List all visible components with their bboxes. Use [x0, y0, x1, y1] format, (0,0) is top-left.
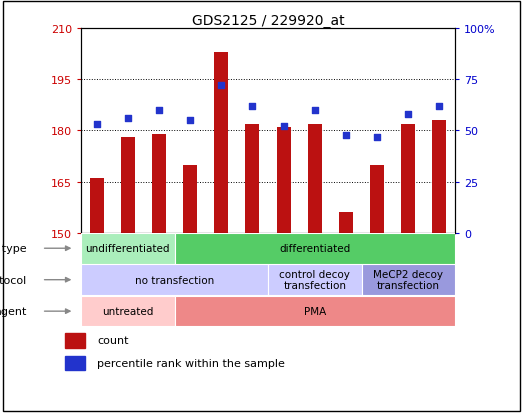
Point — [311, 107, 319, 114]
Point — [373, 134, 381, 140]
Bar — [214, 53, 229, 233]
Point — [217, 83, 225, 90]
Bar — [183, 165, 197, 233]
Bar — [175, 296, 455, 327]
Text: cell type: cell type — [0, 244, 27, 254]
Text: agent: agent — [0, 306, 27, 316]
Point — [123, 116, 132, 122]
Point — [93, 122, 101, 128]
Bar — [65, 356, 85, 370]
Bar — [121, 138, 135, 233]
Bar — [401, 124, 415, 233]
Bar — [277, 128, 291, 233]
Text: protocol: protocol — [0, 275, 27, 285]
Point — [248, 103, 257, 110]
Bar — [339, 213, 353, 233]
Text: control decoy
transfection: control decoy transfection — [279, 269, 350, 291]
Text: differentiated: differentiated — [279, 244, 350, 254]
Bar — [268, 265, 361, 295]
Bar — [245, 124, 259, 233]
Point — [186, 118, 195, 124]
Text: untreated: untreated — [102, 306, 153, 316]
Bar — [81, 296, 175, 327]
Text: no transfection: no transfection — [135, 275, 214, 285]
Bar — [433, 121, 447, 233]
Text: percentile rank within the sample: percentile rank within the sample — [97, 358, 285, 368]
Bar — [308, 124, 322, 233]
Point — [155, 107, 163, 114]
Bar — [370, 165, 384, 233]
Text: count: count — [97, 336, 129, 346]
Bar — [89, 179, 104, 233]
Bar — [81, 265, 268, 295]
Bar — [361, 265, 455, 295]
Bar — [175, 233, 455, 264]
Title: GDS2125 / 229920_at: GDS2125 / 229920_at — [192, 14, 344, 28]
Bar — [65, 333, 85, 348]
Point — [404, 112, 413, 118]
Bar — [81, 233, 175, 264]
Point — [342, 132, 350, 138]
Text: PMA: PMA — [304, 306, 326, 316]
Point — [435, 103, 444, 110]
Bar — [152, 135, 166, 233]
Text: undifferentiated: undifferentiated — [86, 244, 170, 254]
Text: MeCP2 decoy
transfection: MeCP2 decoy transfection — [373, 269, 444, 291]
Point — [279, 124, 288, 131]
